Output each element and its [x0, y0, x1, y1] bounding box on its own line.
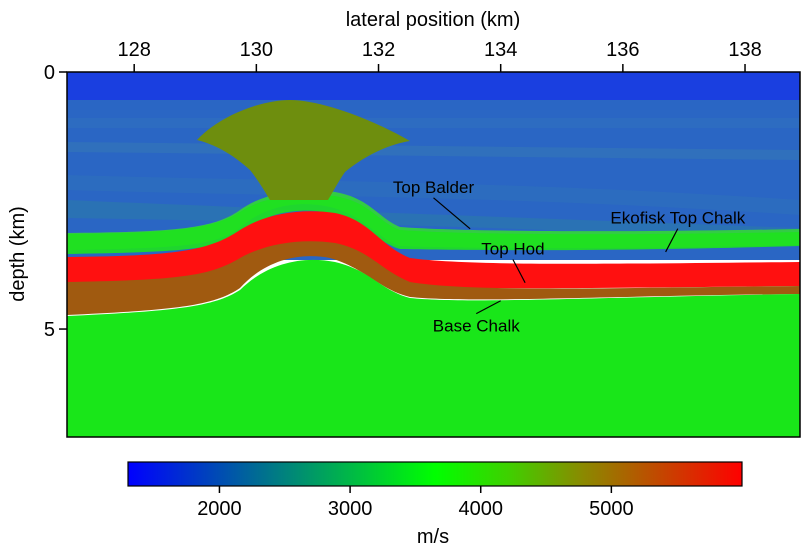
colorbar — [127, 461, 743, 487]
layer-gas-cloud — [197, 100, 410, 200]
x-tick-label: 128 — [118, 39, 151, 61]
y-tick-label: 0 — [44, 62, 55, 84]
colorbar-tick-label: 3000 — [328, 498, 373, 520]
x-tick-label: 136 — [606, 39, 639, 61]
y-ticks: 05 — [44, 62, 67, 341]
annotation-leader-line — [665, 228, 679, 253]
layer-overburden-band-1 — [67, 118, 800, 128]
annotation-label: Top Balder — [393, 178, 475, 197]
layer-top-hod — [67, 211, 800, 290]
annotations: Top Balder Ekofisk Top Chalk Top Hod Base C… — [393, 178, 746, 336]
y-tick-label: 5 — [44, 319, 55, 341]
layer-below-base-chalk — [67, 259, 800, 437]
colorbar-ticks: 2000 3000 4000 5000 — [197, 486, 634, 520]
layer-lower-chalk — [67, 241, 800, 315]
annotation-label: Top Hod — [481, 240, 544, 259]
x-tick-label: 132 — [362, 39, 395, 61]
annotation-label: Base Chalk — [433, 317, 520, 336]
layer-ekofisk — [67, 194, 800, 254]
plot-frame — [66, 71, 801, 438]
x-tick-label: 130 — [240, 39, 273, 61]
layer-shallow-water — [67, 72, 800, 102]
annotation-leader-line — [433, 197, 471, 230]
colorbar-tick-label: 5000 — [589, 498, 634, 520]
colorbar-label: m/s — [417, 526, 449, 548]
x-tick-label: 138 — [728, 39, 761, 61]
colorbar-tick-label: 2000 — [197, 498, 242, 520]
layer-overburden-band-3 — [67, 175, 800, 215]
x-tick-label: 134 — [484, 39, 517, 61]
annotation-leader-line — [475, 300, 501, 315]
x-ticks: 128 130 132 134 136 138 — [118, 39, 762, 72]
colorbar-tick-label: 4000 — [458, 498, 503, 520]
x-axis-title: lateral position (km) — [346, 9, 521, 31]
annotation-leader-line — [512, 259, 526, 284]
y-axis-title: depth (km) — [7, 206, 29, 302]
annotation-label: Ekofisk Top Chalk — [610, 209, 745, 228]
heatmap-plot — [67, 72, 800, 437]
